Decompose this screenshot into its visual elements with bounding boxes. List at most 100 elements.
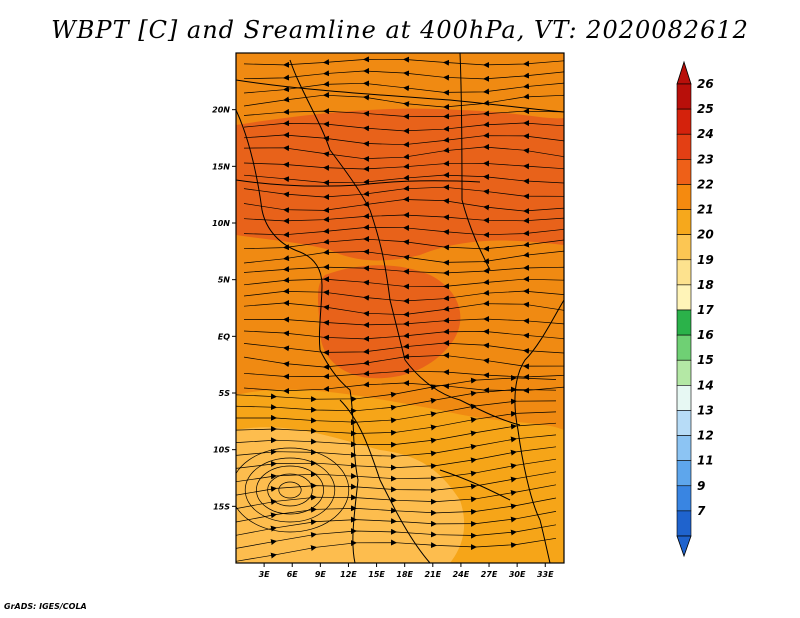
colorbar-swatch bbox=[676, 209, 692, 235]
streamline bbox=[243, 120, 564, 134]
colorbar-label: 25 bbox=[697, 102, 714, 116]
colorbar-swatch bbox=[676, 184, 692, 210]
streamline-swirl bbox=[244, 457, 336, 523]
lat-tick-label: 10S bbox=[213, 446, 230, 455]
map-frame bbox=[235, 52, 565, 564]
colorbar-label: 11 bbox=[697, 454, 714, 468]
plot-title: WBPT [C] and Sreamline at 400hPa, VT: 20… bbox=[51, 16, 749, 44]
streamline-swirl bbox=[256, 465, 324, 515]
colorbar-swatch bbox=[676, 485, 692, 512]
streamline bbox=[243, 235, 564, 252]
streamline bbox=[243, 160, 564, 172]
colorbar-label: 20 bbox=[697, 228, 714, 242]
streamline bbox=[243, 143, 564, 162]
colorbar-swatch bbox=[676, 510, 692, 537]
lat-tick-label: 5S bbox=[219, 389, 231, 398]
colorbar-swatch bbox=[676, 460, 692, 487]
streamline bbox=[243, 352, 564, 370]
wbpt-fill-layer bbox=[236, 53, 564, 563]
lon-tick-label: 3E bbox=[259, 570, 271, 579]
streamline bbox=[243, 80, 564, 96]
border-d bbox=[236, 179, 481, 187]
streamline bbox=[243, 315, 564, 328]
colorbar-swatch bbox=[676, 83, 692, 110]
border-h bbox=[236, 79, 564, 113]
streamline bbox=[243, 56, 564, 68]
colorbar-label: 22 bbox=[697, 177, 714, 191]
colorbar-label: 7 bbox=[697, 504, 706, 518]
lat-tick-label: 10N bbox=[212, 219, 230, 228]
colorbar-label: 24 bbox=[697, 127, 714, 141]
lat-tick-label: 20N bbox=[212, 106, 230, 115]
colorbar-swatch bbox=[676, 284, 692, 311]
colorbar-label: 19 bbox=[697, 253, 714, 267]
coastline-borders-layer bbox=[236, 53, 564, 563]
longitude-axis: 3E 6E 9E 12E 15E 18E 21E 24E 27E 30E 33E bbox=[259, 563, 554, 579]
colorbar-label: 9 bbox=[697, 479, 705, 493]
streamline-swirl bbox=[278, 481, 302, 499]
coastline-east bbox=[514, 299, 564, 563]
border-g bbox=[439, 469, 511, 501]
streamline-swirl bbox=[236, 447, 350, 533]
lon-tick-label: 12E bbox=[340, 570, 357, 579]
colorbar-label: 18 bbox=[697, 278, 714, 292]
colorbar-swatch bbox=[676, 435, 692, 461]
lon-tick-label: 24E bbox=[453, 570, 470, 579]
streamline bbox=[243, 224, 564, 238]
colorbar-label: 14 bbox=[697, 378, 714, 392]
lon-tick-label: 6E bbox=[287, 570, 299, 579]
colorbar-swatch bbox=[676, 309, 692, 336]
lon-tick-label: 9E bbox=[315, 570, 327, 579]
streamline bbox=[243, 67, 564, 82]
border-e bbox=[404, 359, 521, 426]
coastline-west bbox=[236, 109, 359, 563]
border-c bbox=[369, 209, 406, 361]
colorbar: 26 25 24 23 22 21 20 19 18 17 16 15 14 13 12 11 9 7 bbox=[676, 60, 714, 558]
colorbar-swatch bbox=[676, 108, 692, 135]
colorbar-label: 16 bbox=[697, 328, 714, 342]
lon-tick-label: 21E bbox=[424, 570, 441, 579]
credit-label: GrADS: IGES/COLA bbox=[4, 602, 87, 611]
streamline bbox=[243, 248, 564, 266]
colorbar-label: 13 bbox=[697, 403, 714, 417]
border-b bbox=[459, 53, 491, 271]
colorbar-label: 15 bbox=[697, 353, 714, 367]
streamline bbox=[243, 264, 564, 276]
colorbar-swatch bbox=[676, 259, 692, 286]
lon-tick-label: 15E bbox=[368, 570, 385, 579]
colorbar-bottom-arrow bbox=[676, 535, 692, 558]
colorbar-swatch bbox=[676, 334, 692, 361]
colorbar-swatch bbox=[676, 385, 692, 411]
lon-tick-label: 27E bbox=[481, 570, 498, 579]
streamline bbox=[243, 196, 564, 215]
lat-tick-label: EQ bbox=[218, 332, 230, 341]
latitude-axis: 20N 15N 10N 5N EQ 5S 10S 15S bbox=[212, 106, 236, 511]
colorbar-swatch bbox=[676, 159, 692, 185]
colorbar-swatch bbox=[676, 234, 692, 261]
colorbar-label: 26 bbox=[697, 77, 714, 91]
colorbar-label: 23 bbox=[697, 152, 714, 166]
streamline bbox=[243, 212, 564, 224]
colorbar-top-arrow bbox=[676, 60, 692, 85]
lat-tick-label: 15N bbox=[212, 162, 230, 171]
colorbar-label: 17 bbox=[697, 303, 714, 317]
colorbar-swatch bbox=[676, 410, 692, 436]
streamline bbox=[243, 92, 564, 110]
lat-tick-label: 15S bbox=[213, 502, 230, 511]
colorbar-label: 21 bbox=[697, 203, 714, 217]
streamline bbox=[243, 108, 564, 120]
lat-tick-label: 5N bbox=[218, 276, 231, 285]
streamline bbox=[243, 132, 564, 148]
streamline bbox=[243, 339, 564, 356]
streamline bbox=[243, 288, 564, 305]
streamlines-layer bbox=[236, 56, 564, 562]
colorbar-swatch bbox=[676, 133, 692, 160]
lon-tick-label: 30E bbox=[509, 570, 526, 579]
border-f bbox=[339, 399, 431, 563]
streamline bbox=[236, 537, 557, 562]
border-a bbox=[289, 59, 371, 211]
streamline bbox=[243, 172, 564, 186]
colorbar-swatch bbox=[676, 359, 692, 386]
streamline-swirl bbox=[267, 473, 313, 507]
